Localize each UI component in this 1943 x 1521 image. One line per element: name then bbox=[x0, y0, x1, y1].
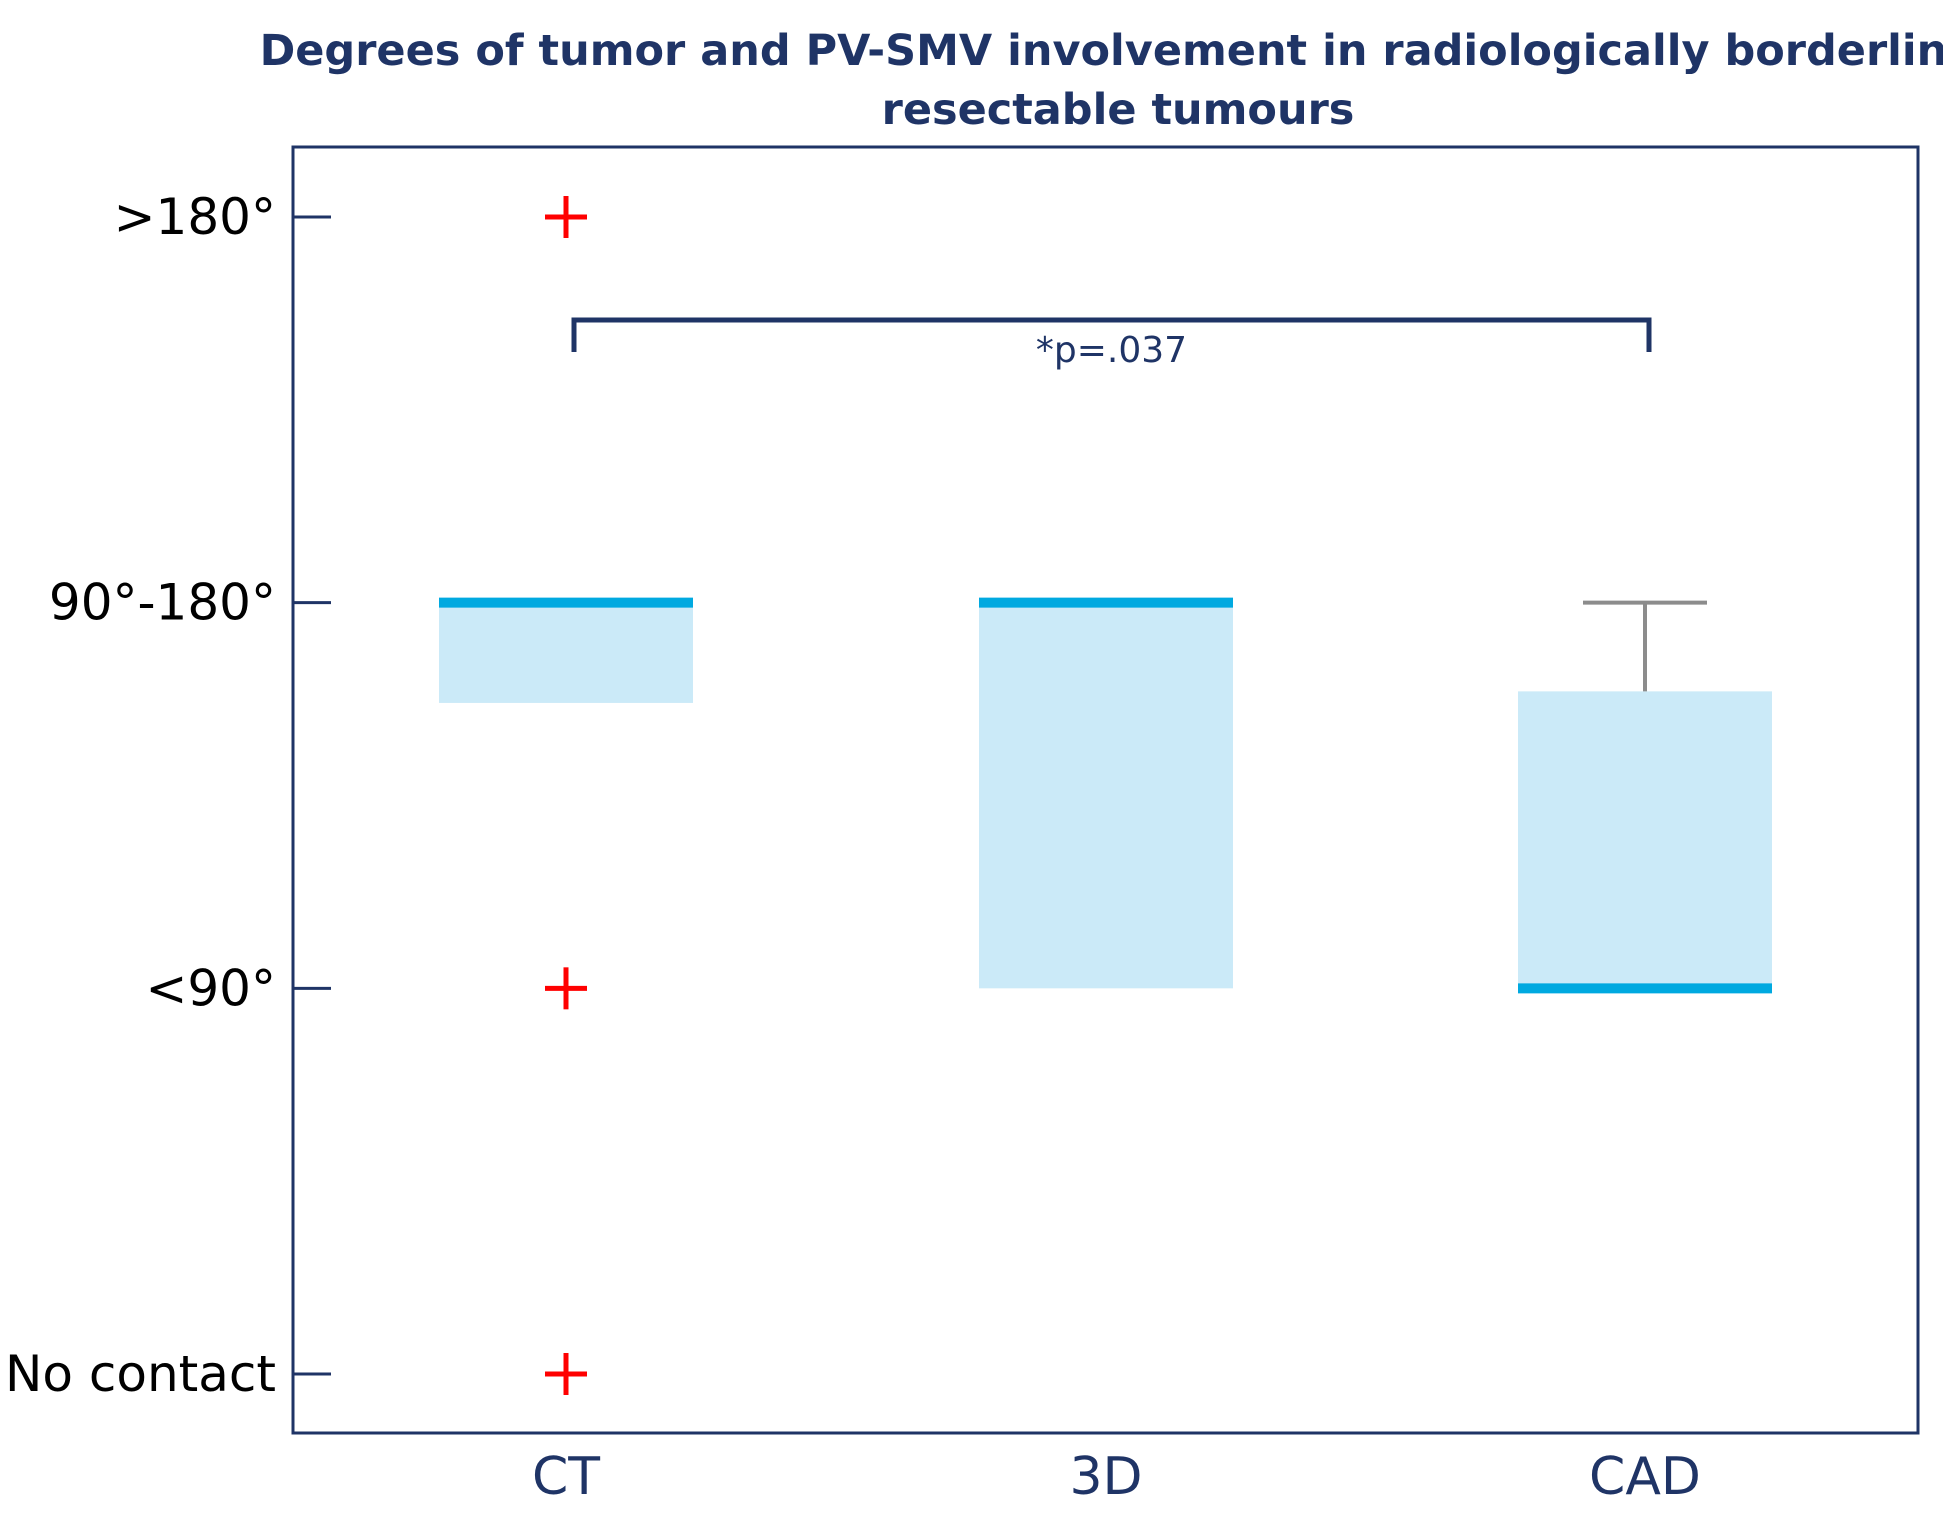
chart-title-line-2: resectable tumours bbox=[882, 85, 1355, 135]
box-cad bbox=[1518, 691, 1772, 989]
plot-frame bbox=[291, 145, 1920, 1435]
outlier-point bbox=[545, 196, 587, 238]
y-axis: No contact <90° 90°-180° >180° bbox=[5, 188, 331, 1403]
outlier-point bbox=[545, 967, 587, 1010]
boxes-layer bbox=[439, 597, 1772, 994]
y-tick-label: No contact bbox=[5, 1345, 276, 1403]
x-axis: CT 3D CAD bbox=[532, 1447, 1701, 1507]
box-3d bbox=[979, 602, 1233, 989]
y-tick-label: 90°-180° bbox=[49, 574, 276, 632]
x-tick-label: CAD bbox=[1589, 1447, 1701, 1507]
outliers-layer bbox=[545, 196, 587, 1395]
x-tick-label: CT bbox=[532, 1447, 600, 1507]
outlier-point bbox=[545, 1353, 587, 1395]
significance-line bbox=[571, 317, 1652, 352]
x-tick-label: 3D bbox=[1069, 1447, 1142, 1507]
y-tick-label: <90° bbox=[145, 959, 276, 1017]
significance-label: *p=.037 bbox=[1036, 330, 1187, 371]
y-tick-label: >180° bbox=[114, 188, 276, 246]
significance-bracket: *p=.037 bbox=[571, 317, 1652, 371]
chart-title-line-1: Degrees of tumor and PV-SMV involvement … bbox=[260, 26, 1943, 76]
box-ct bbox=[439, 602, 693, 703]
